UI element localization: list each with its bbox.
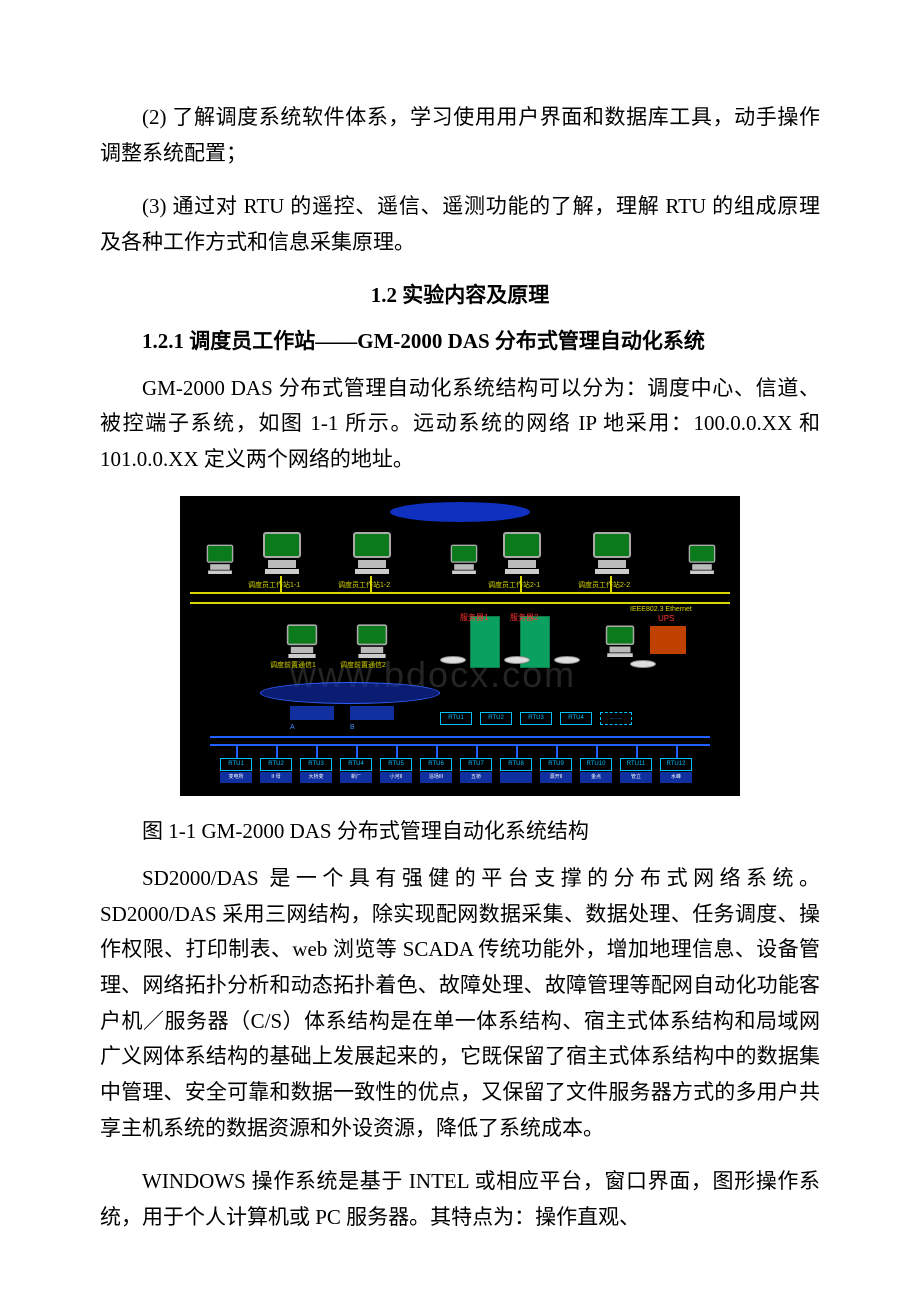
rtu-label-5: 小河II [380, 772, 412, 783]
rtu-box-6: RTU6 [420, 758, 452, 771]
bus-blue-1 [210, 736, 710, 738]
section-heading-1-2: 1.2 实验内容及原理 [100, 279, 820, 309]
label-mon4: 调度员工作站2-2 [578, 580, 630, 590]
label-mon3: 调度员工作站2-1 [488, 580, 540, 590]
network-diagram: 调度员工作站1-1 调度员工作站1-2 调度员工作站2-1 调度员工作站2-2 … [180, 496, 740, 796]
label-srv2: 服务器2 [510, 612, 538, 623]
bus-label-b: B [350, 724, 355, 731]
monitor-center-small [449, 544, 480, 575]
rtu-label-2: II 母 [260, 772, 292, 783]
rtu-label-1: 变电所 [220, 772, 252, 783]
label-srv1: 服务器1 [460, 612, 488, 623]
rtu-drop [556, 746, 558, 758]
rtu-drop [476, 746, 478, 758]
rtu-drop [436, 746, 438, 758]
rtu-label-10: 金点 [580, 772, 612, 783]
bus-blue-2 [210, 744, 710, 746]
rtu-label-12: 水峰 [660, 772, 692, 783]
rtu-box-8: RTU8 [500, 758, 532, 771]
rtu-drop [356, 746, 358, 758]
monitor-rightmost [687, 544, 718, 575]
rtu-box-5: RTU5 [380, 758, 412, 771]
mon-right [604, 625, 637, 658]
rtu-drop [676, 746, 678, 758]
paragraph-sd2000: SD2000/DAS 是一个具有强健的平台支撑的分布式网络系统。SD2000/D… [100, 861, 820, 1147]
rtu-label-4: 新厂 [340, 772, 372, 783]
rtu-box-3: RTU3 [300, 758, 332, 771]
rtu-label-6: 浴场III [420, 772, 452, 783]
rtu-box-2: RTU2 [260, 758, 292, 771]
rtu-box-9: RTU9 [540, 758, 572, 771]
paragraph-3: (3) 通过对 RTU 的遥控、遥信、遥测功能的了解，理解 RTU 的组成原理及… [100, 189, 820, 260]
bus-label-a: A [290, 724, 295, 731]
label-mon2: 调度员工作站1-2 [338, 580, 390, 590]
ups-box [650, 626, 686, 654]
rtu-box-4: RTU4 [340, 758, 372, 771]
mid-rtu-1: RTU1 [440, 712, 472, 725]
rtu-drop [596, 746, 598, 758]
label-net: IEEE802.3 Ethernet [630, 606, 692, 613]
rtu-drop [516, 746, 518, 758]
monitor-3 [500, 532, 544, 576]
sub-box-2 [350, 706, 394, 720]
rtu-label-9: 源开II [540, 772, 572, 783]
mid-rtu-5: …… [600, 712, 632, 725]
paragraph-windows: WINDOWS 操作系统是基于 INTEL 或相应平台，窗口界面，图形操作系统，… [100, 1164, 820, 1235]
rtu-label-8 [500, 772, 532, 783]
rtu-box-10: RTU10 [580, 758, 612, 771]
monitor-2 [350, 532, 394, 576]
paragraph-2: (2) 了解调度系统软件体系，学习使用用户界面和数据库工具，动手操作调整系统配置… [100, 100, 820, 171]
mid-rtu-4: RTU4 [560, 712, 592, 725]
rtu-label-3: 大桥变 [300, 772, 332, 783]
rtu-drop [396, 746, 398, 758]
rtu-drop [236, 746, 238, 758]
cloud-top [390, 502, 530, 522]
bus-yellow-top2 [190, 602, 730, 604]
sub-box-1 [290, 706, 334, 720]
figure-1-1: 调度员工作站1-1 调度员工作站1-2 调度员工作站2-1 调度员工作站2-2 … [100, 496, 820, 801]
disk-4 [630, 660, 656, 668]
rtu-drop [316, 746, 318, 758]
rtu-box-7: RTU7 [460, 758, 492, 771]
paragraph-intro: GM-2000 DAS 分布式管理自动化系统结构可以分为：调度中心、信道、被控端… [100, 371, 820, 478]
label-ups: UPS [658, 614, 674, 623]
mid-rtu-2: RTU2 [480, 712, 512, 725]
rtu-label-11: 管立 [620, 772, 652, 783]
mid-rtu-3: RTU3 [520, 712, 552, 725]
rtu-box-11: RTU11 [620, 758, 652, 771]
rtu-box-12: RTU12 [660, 758, 692, 771]
label-mon1: 调度员工作站1-1 [248, 580, 300, 590]
rtu-drop [276, 746, 278, 758]
sub-network-ellipse [260, 682, 440, 704]
rtu-drop [636, 746, 638, 758]
monitor-1 [260, 532, 304, 576]
rtu-box-1: RTU1 [220, 758, 252, 771]
monitor-leftmost [205, 544, 236, 575]
figure-caption: 图 1-1 GM-2000 DAS 分布式管理自动化系统结构 [100, 815, 820, 845]
monitor-4 [590, 532, 634, 576]
rtu-label-7: 五桥 [460, 772, 492, 783]
bus-yellow-top [190, 592, 730, 594]
section-heading-1-2-1: 1.2.1 调度员工作站——GM-2000 DAS 分布式管理自动化系统 [100, 325, 820, 355]
